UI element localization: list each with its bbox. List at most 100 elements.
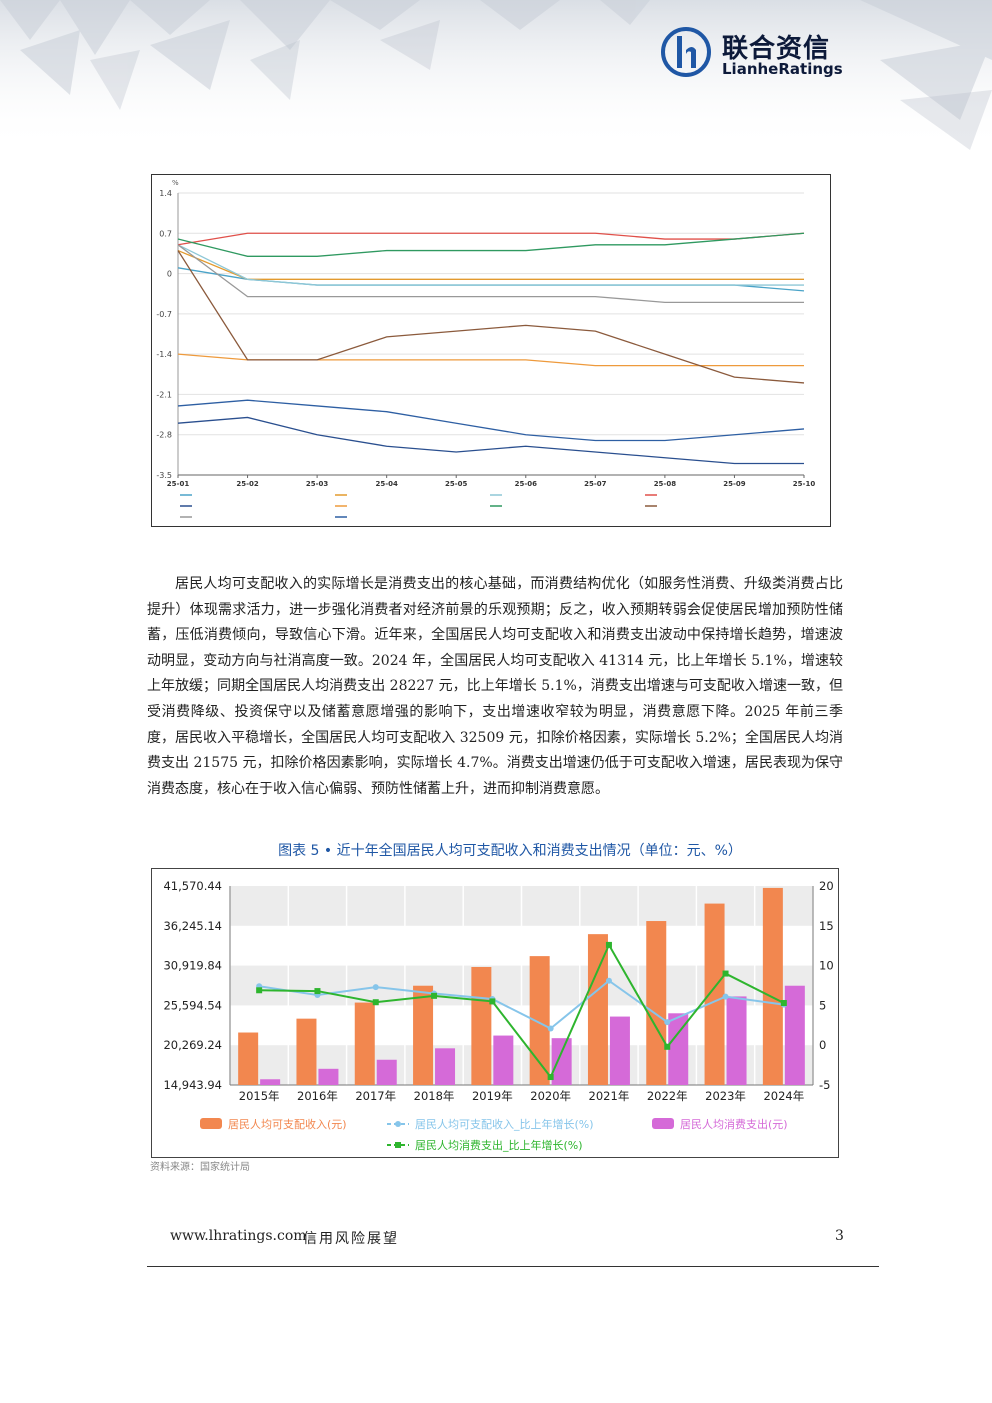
bar-consumption [493, 1035, 514, 1085]
bar-income [704, 903, 725, 1085]
left-tick-label: 20,269.24 [163, 1038, 222, 1052]
x-tick-label: 2021年 [589, 1089, 630, 1103]
right-tick-label: -5 [819, 1078, 830, 1092]
bar-income [354, 1002, 375, 1085]
point-consumption-growth [605, 941, 612, 948]
y-tick-label: -2.8 [156, 431, 172, 440]
series-line-4 [177, 416, 804, 465]
left-tick-label: 14,943.94 [163, 1078, 222, 1092]
price-index-chart-svg: %1.4 0.7 0 -0.7 -1.4 -2.1 -2.8 -3.525-01 25-02 25… [156, 179, 815, 518]
x-tick-label: 2020年 [530, 1089, 571, 1103]
footer-title: 信用风险展望 [303, 1231, 399, 1247]
x-tick-label: 25-09 [723, 480, 746, 488]
x-tick-label: 2023年 [705, 1089, 746, 1103]
legend-label: 居民人均消费支出_比上年增长(%) [415, 1138, 583, 1152]
point-consumption-growth [431, 992, 438, 999]
y-tick-label: -0.7 [156, 310, 172, 319]
bar-income [646, 921, 667, 1085]
left-tick-label: 36,245.14 [163, 919, 222, 933]
left-tick-label: 25,594.54 [163, 998, 222, 1012]
bar-consumption [784, 985, 805, 1085]
legend-swatch-bar [200, 1118, 222, 1129]
x-tick-label: 25-03 [306, 480, 329, 488]
right-tick-label: 15 [819, 919, 834, 933]
point-consumption-growth [372, 999, 379, 1006]
legend-marker [395, 1142, 401, 1148]
page-number: 3 [835, 1228, 844, 1244]
x-tick-label: 25-02 [236, 480, 259, 488]
legend-swatch-bar [652, 1118, 674, 1129]
bar-income [762, 887, 783, 1085]
price-index-chart: % 1.4 0.7 0 -0.7 -1.4 -2.1 -2.8 -3.5 25-01 25-02 25… [151, 174, 831, 527]
footer-website: www.lhratings.com [170, 1228, 307, 1244]
x-tick-label: 25-08 [654, 480, 677, 488]
point-consumption-growth [256, 987, 263, 994]
x-tick-label: 25-04 [375, 480, 398, 488]
bar-consumption [726, 996, 747, 1085]
bar-consumption [376, 1059, 397, 1085]
lianhe-logo-icon [661, 27, 711, 77]
x-tick-label: 25-05 [445, 480, 468, 488]
line-consumption-growth [259, 942, 785, 1079]
header-pattern [0, 0, 992, 150]
bar-income [296, 1018, 317, 1085]
series-line-7 [177, 250, 805, 384]
y-tick-label: -1.4 [156, 350, 172, 359]
bar-consumption [609, 1016, 630, 1085]
y-tick-label: -3.5 [156, 471, 172, 480]
logo-text-cn: 联合资信 [722, 34, 831, 64]
x-tick-label: 2024年 [763, 1089, 804, 1103]
x-tick-label: 25-07 [584, 480, 607, 488]
bar-income [529, 956, 550, 1085]
body-paragraph-container: 居民人均可支配收入的实际增长是消费支出的核心基础，而消费结构优化（如服务性消费、… [147, 572, 843, 802]
bar-consumption [668, 1013, 689, 1085]
x-tick-label: 25-01 [167, 480, 190, 488]
point-consumption-growth [314, 988, 321, 995]
series-line-6 [177, 232, 805, 257]
data-source: 资料来源：国家统计局 [150, 1162, 250, 1173]
x-tick-label: 25-06 [515, 480, 538, 488]
legend-label: 居民人均消费支出(元) [680, 1117, 788, 1131]
bar-consumption [551, 1038, 572, 1085]
series-line-1 [177, 249, 804, 280]
x-tick-label: 2019年 [472, 1089, 513, 1103]
series-line-8 [177, 244, 804, 303]
bar-income [587, 934, 608, 1085]
bar-consumption [318, 1068, 339, 1085]
y-tick-label: 0 [167, 270, 172, 279]
logo-text-en: LianheRatings [722, 60, 843, 78]
series-line-2 [177, 244, 804, 286]
body-paragraph: 居民人均可支配收入的实际增长是消费支出的核心基础，而消费结构优化（如服务性消费、… [147, 576, 843, 797]
x-tick-label: 2015年 [239, 1089, 280, 1103]
y-tick-label: 0.7 [159, 229, 172, 238]
bar-income [413, 985, 434, 1085]
x-tick-label: 2017年 [355, 1089, 396, 1103]
point-consumption-growth [547, 1074, 554, 1081]
y-tick-label: 1.4 [159, 189, 172, 198]
right-tick-label: 5 [819, 998, 826, 1012]
x-tick-label: 2022年 [647, 1089, 688, 1103]
y-tick-label: -2.1 [156, 390, 172, 399]
point-consumption-growth [489, 998, 496, 1005]
right-tick-label: 20 [819, 879, 834, 893]
company-logo: 联合资信 LianheRatings [660, 26, 860, 82]
legend-label: 居民人均可支配收入(元) [228, 1117, 347, 1131]
figure-5-title: 图表 5 • 近十年全国居民人均可支配收入和消费支出情况（单位：元、%） [278, 843, 742, 859]
series-line-9 [177, 399, 805, 442]
point-income-growth [664, 1019, 671, 1026]
bar-income [471, 966, 492, 1085]
x-tick-label: 2016年 [297, 1089, 338, 1103]
bar-consumption [260, 1079, 281, 1085]
series-line-3 [177, 232, 805, 246]
bar-consumption [435, 1048, 456, 1085]
income-consumption-chart-svg: 41,570.44 36,245.14 30,919.84 25,594.54 20,2… [163, 879, 834, 1152]
point-income-growth [605, 977, 612, 984]
left-tick-label: 30,919.84 [163, 959, 222, 973]
point-income-growth [372, 984, 379, 991]
footer-divider [147, 1266, 879, 1267]
point-income-growth [722, 993, 729, 1000]
y-unit-label: % [172, 179, 179, 187]
x-tick-label: 2018年 [414, 1089, 455, 1103]
right-tick-label: 10 [819, 959, 834, 973]
left-tick-label: 41,570.44 [163, 879, 222, 893]
